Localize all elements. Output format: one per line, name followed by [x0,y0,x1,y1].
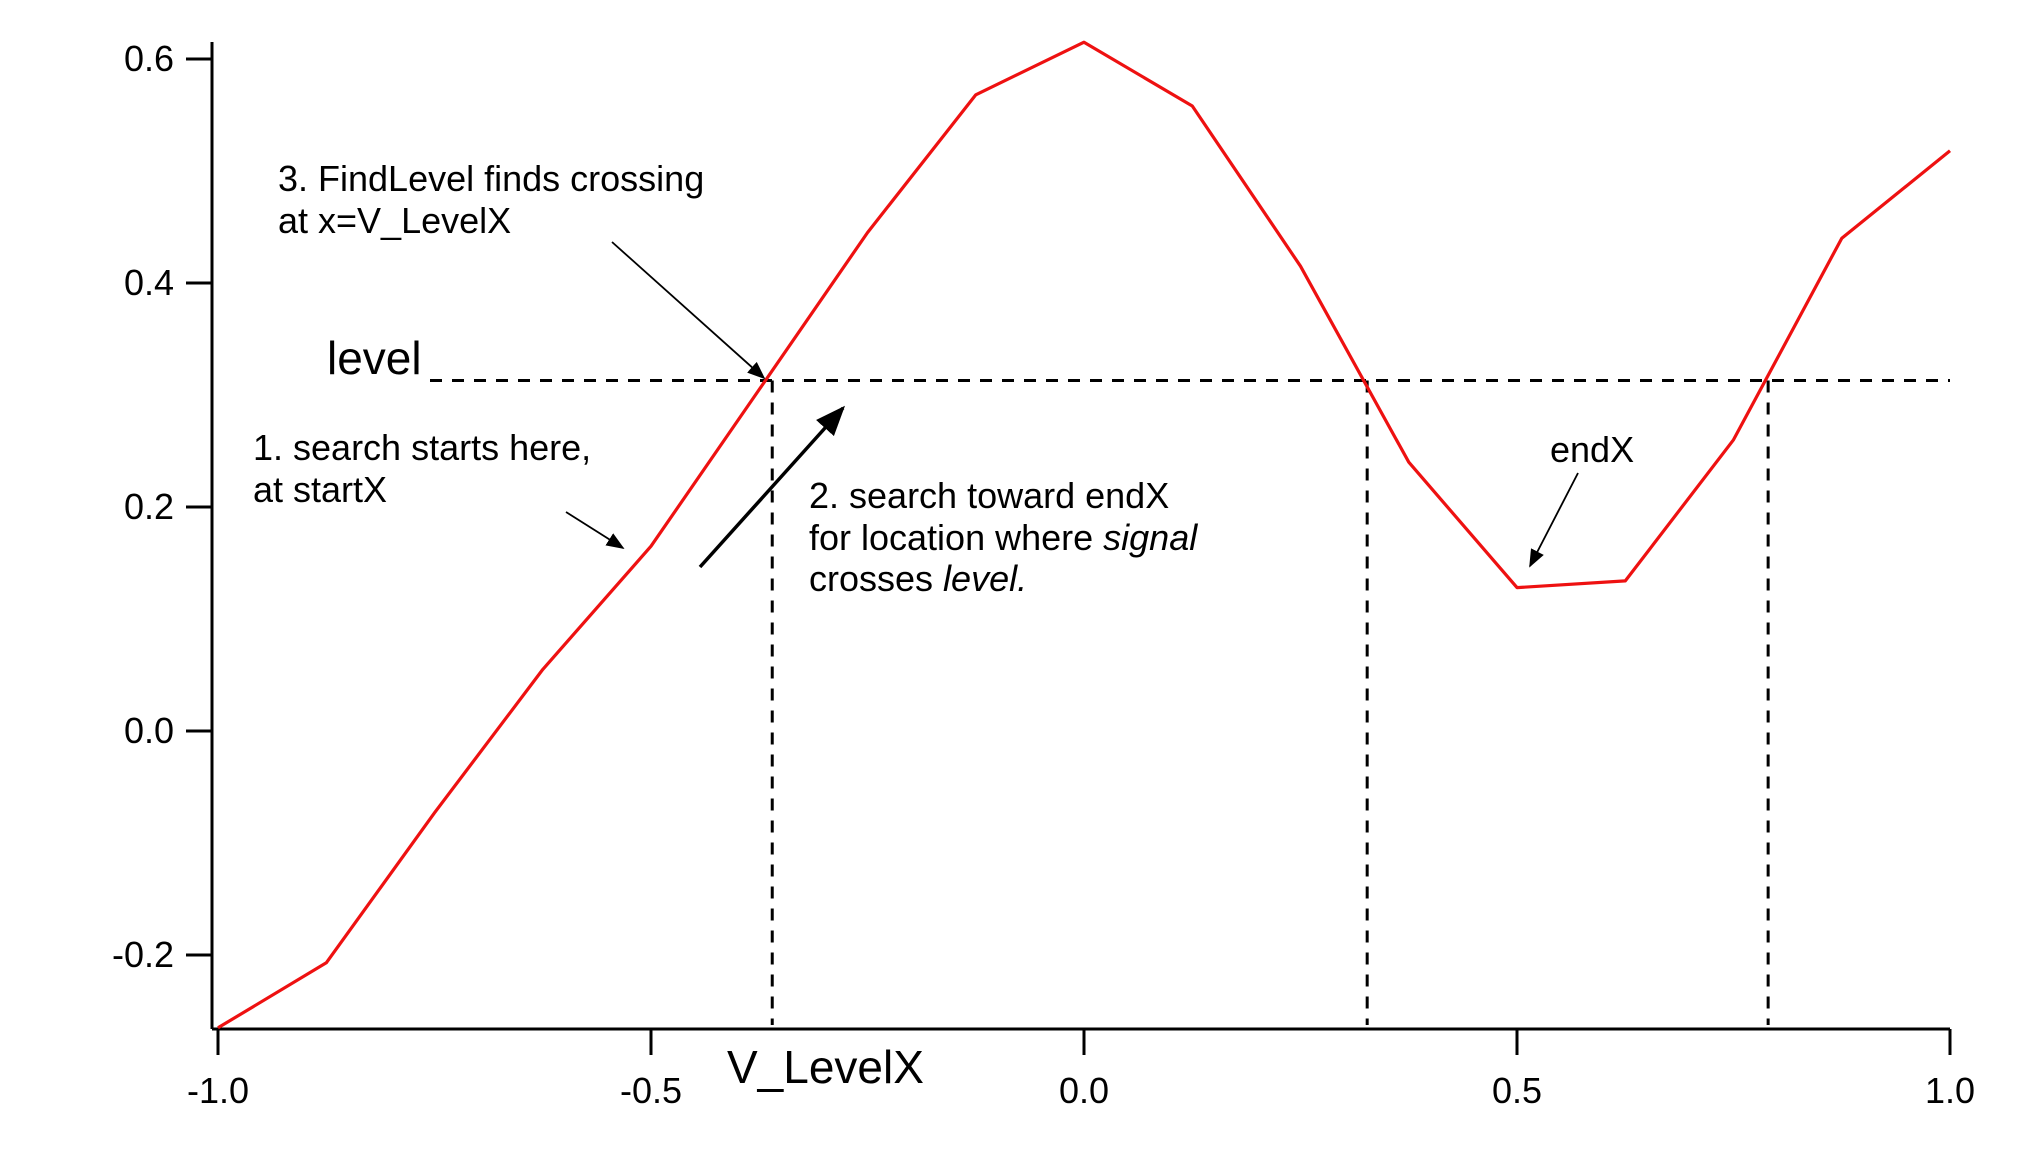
step2-line3: crosses level. [809,558,1027,599]
y-tick-label: 0.2 [124,486,174,527]
step2-line2-italic: signal [1103,517,1198,558]
y-tick-label: 0.6 [124,38,174,79]
step2-line2-text: for location where [809,517,1103,558]
step2-line3-text: crosses [809,558,943,599]
x-tick-label: 0.0 [1059,1070,1109,1111]
y-tick-label: -0.2 [112,934,174,975]
endx-label: endX [1550,429,1634,470]
level-guides [430,378,1950,1025]
x-tick-label: -0.5 [620,1070,682,1111]
level-label: level [327,332,422,384]
x-tick-label: 0.5 [1492,1070,1542,1111]
axis-ticks: -1.0 -0.5 0.0 0.5 1.0 0.6 0.4 0.2 0.0 -0.2 [112,38,1975,1111]
search-direction-arrow [698,405,846,569]
step3-line1: 3. FindLevel finds crossing [278,158,704,199]
v-levelx-label: V_LevelX [727,1041,924,1093]
x-tick-label: 1.0 [1925,1070,1975,1111]
step2-line3-italic: level. [943,558,1027,599]
signal-line [217,40,1952,1030]
step1-pointer-arrow [565,511,625,549]
step3-line2: at x=V_LevelX [278,200,511,241]
y-tick-label: 0.4 [124,262,174,303]
y-tick-label: 0.0 [124,710,174,751]
x-tick-label: -1.0 [187,1070,249,1111]
step1-line1: 1. search starts here, [253,427,591,468]
endx-pointer-arrow [1529,472,1579,568]
step3-pointer-arrow [611,241,766,380]
step2-line1: 2. search toward endX [809,475,1169,516]
step2-line2: for location where signal [809,517,1198,558]
step1-line2: at startX [253,469,387,510]
